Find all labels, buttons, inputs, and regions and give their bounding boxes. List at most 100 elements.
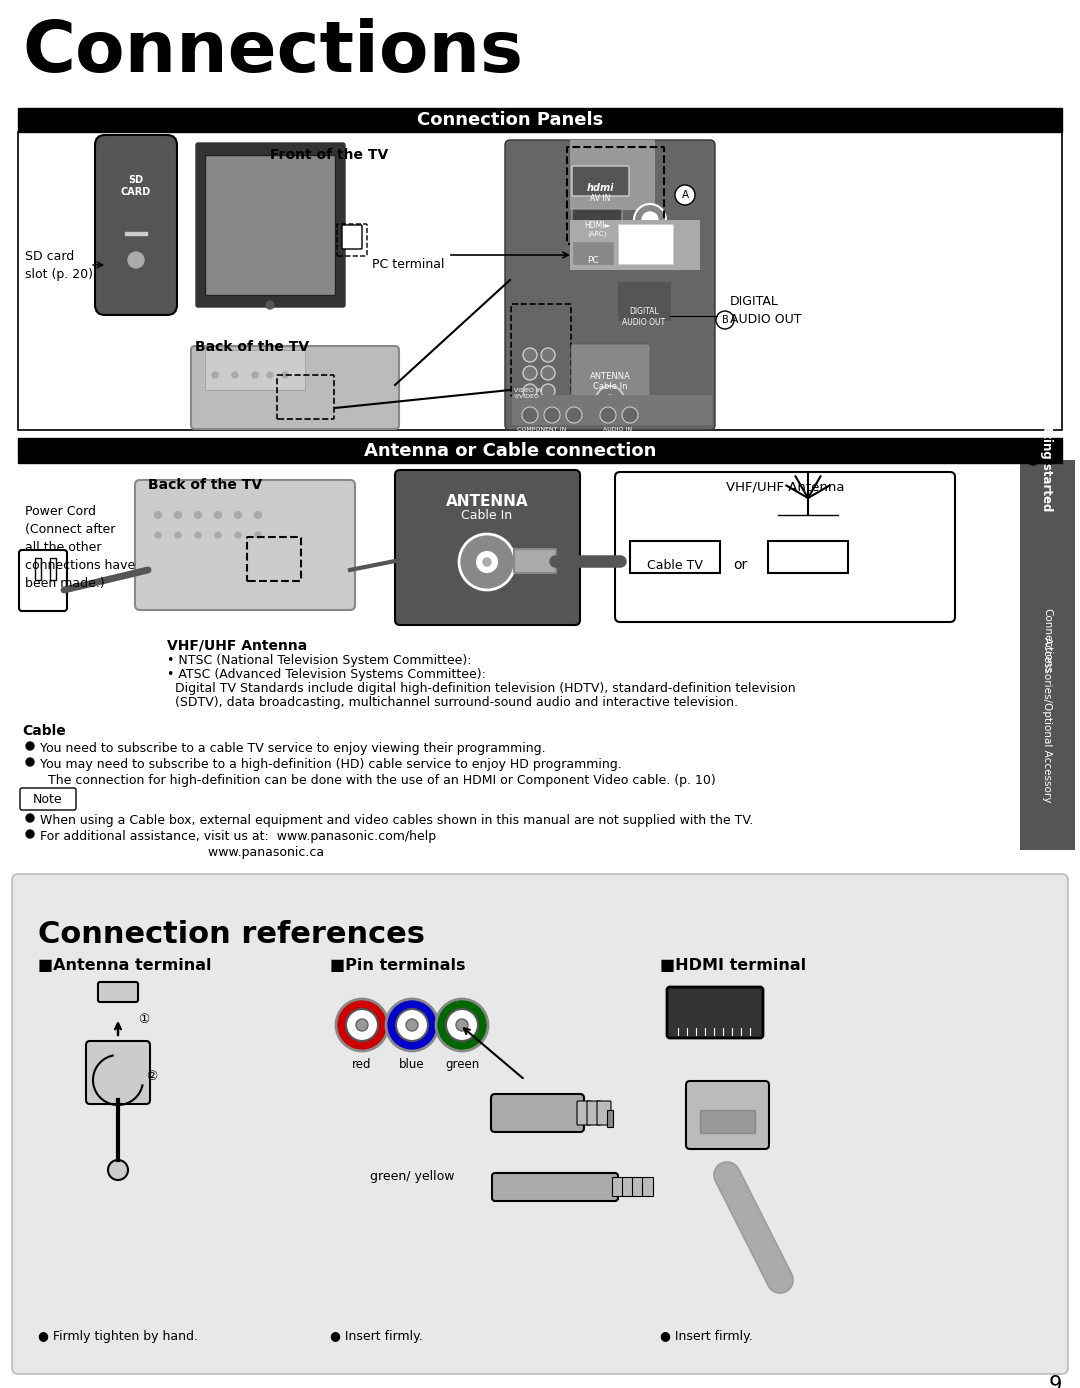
Text: ● Firmly tighten by hand.: ● Firmly tighten by hand. bbox=[38, 1330, 198, 1344]
Circle shape bbox=[346, 1009, 378, 1041]
FancyBboxPatch shape bbox=[572, 167, 629, 196]
FancyBboxPatch shape bbox=[686, 1081, 769, 1149]
FancyBboxPatch shape bbox=[701, 1110, 756, 1134]
Circle shape bbox=[477, 552, 497, 572]
Text: ● Insert firmly.: ● Insert firmly. bbox=[660, 1330, 753, 1344]
Circle shape bbox=[483, 558, 491, 566]
FancyBboxPatch shape bbox=[633, 1177, 644, 1196]
Circle shape bbox=[195, 532, 201, 539]
Text: (ARC): (ARC) bbox=[588, 230, 607, 236]
Text: ● Insert firmly.: ● Insert firmly. bbox=[330, 1330, 422, 1344]
Circle shape bbox=[396, 1009, 428, 1041]
Text: VHF/UHF Antenna: VHF/UHF Antenna bbox=[726, 480, 845, 493]
FancyBboxPatch shape bbox=[342, 225, 362, 248]
Text: (SDTV), data broadcasting, multichannel surround-sound audio and interactive tel: (SDTV), data broadcasting, multichannel … bbox=[167, 695, 738, 709]
FancyBboxPatch shape bbox=[98, 981, 138, 1002]
Text: Y/VIDEO: Y/VIDEO bbox=[514, 393, 540, 398]
FancyBboxPatch shape bbox=[195, 143, 345, 307]
FancyBboxPatch shape bbox=[615, 472, 955, 622]
Bar bbox=[18, 439, 1062, 464]
Text: SD
CARD: SD CARD bbox=[121, 175, 151, 197]
Text: DIGITAL
AUDIO OUT: DIGITAL AUDIO OUT bbox=[730, 296, 801, 326]
Circle shape bbox=[634, 204, 666, 236]
FancyBboxPatch shape bbox=[86, 1041, 150, 1103]
Text: ANTENNA
Cable In: ANTENNA Cable In bbox=[590, 372, 631, 391]
Text: Back of the TV: Back of the TV bbox=[148, 477, 262, 491]
Circle shape bbox=[544, 407, 561, 423]
Bar bbox=[205, 350, 305, 390]
Circle shape bbox=[1028, 455, 1038, 465]
FancyBboxPatch shape bbox=[135, 480, 355, 609]
Bar bbox=[573, 242, 613, 264]
Circle shape bbox=[175, 532, 181, 539]
Bar bbox=[618, 282, 670, 321]
Text: COMPONENT IN: COMPONENT IN bbox=[517, 428, 567, 432]
Circle shape bbox=[282, 372, 288, 378]
Circle shape bbox=[523, 384, 537, 398]
Text: • NTSC (National Television System Committee):: • NTSC (National Television System Commi… bbox=[167, 654, 472, 668]
Circle shape bbox=[523, 366, 537, 380]
Circle shape bbox=[215, 512, 221, 519]
FancyBboxPatch shape bbox=[588, 1101, 600, 1126]
Circle shape bbox=[175, 512, 181, 519]
Circle shape bbox=[566, 407, 582, 423]
Text: blue: blue bbox=[400, 1058, 424, 1072]
Circle shape bbox=[235, 532, 241, 539]
Text: Cable In: Cable In bbox=[461, 509, 513, 522]
Text: SD card
slot (p. 20): SD card slot (p. 20) bbox=[25, 250, 93, 280]
Text: Note: Note bbox=[33, 793, 63, 805]
FancyBboxPatch shape bbox=[505, 140, 715, 430]
Bar bbox=[18, 108, 1062, 132]
FancyBboxPatch shape bbox=[395, 471, 580, 625]
Circle shape bbox=[26, 813, 33, 822]
Text: red: red bbox=[352, 1058, 372, 1072]
Text: The connection for high-definition can be done with the use of an HDMI or Compon: The connection for high-definition can b… bbox=[40, 775, 716, 787]
FancyBboxPatch shape bbox=[21, 788, 76, 811]
Circle shape bbox=[194, 512, 202, 519]
FancyBboxPatch shape bbox=[577, 1101, 591, 1126]
FancyBboxPatch shape bbox=[572, 210, 622, 229]
Text: Connection references: Connection references bbox=[38, 920, 426, 949]
Circle shape bbox=[266, 301, 274, 310]
Circle shape bbox=[108, 1160, 129, 1180]
Circle shape bbox=[156, 532, 161, 539]
Circle shape bbox=[716, 311, 734, 329]
Bar bbox=[618, 223, 673, 264]
FancyBboxPatch shape bbox=[514, 550, 556, 573]
Circle shape bbox=[446, 1009, 478, 1041]
Circle shape bbox=[642, 212, 658, 228]
Circle shape bbox=[522, 407, 538, 423]
FancyBboxPatch shape bbox=[612, 1177, 623, 1196]
Text: PC terminal: PC terminal bbox=[373, 258, 445, 271]
Circle shape bbox=[1043, 455, 1053, 465]
Circle shape bbox=[523, 348, 537, 362]
Circle shape bbox=[252, 372, 258, 378]
Text: ■Antenna terminal: ■Antenna terminal bbox=[38, 958, 212, 973]
Circle shape bbox=[234, 512, 242, 519]
Circle shape bbox=[336, 999, 388, 1051]
FancyBboxPatch shape bbox=[571, 344, 650, 400]
Circle shape bbox=[605, 396, 615, 405]
Text: Front of the TV: Front of the TV bbox=[270, 149, 388, 162]
Text: A: A bbox=[681, 190, 689, 200]
Text: Back of the TV: Back of the TV bbox=[195, 340, 309, 354]
Text: ANTENNA: ANTENNA bbox=[446, 494, 528, 509]
Text: VHF/UHF Antenna: VHF/UHF Antenna bbox=[167, 638, 307, 652]
Circle shape bbox=[596, 386, 624, 414]
Text: Connections: Connections bbox=[22, 18, 523, 87]
Text: AUDIO IN: AUDIO IN bbox=[604, 428, 633, 432]
Text: green: green bbox=[445, 1058, 480, 1072]
Text: AV IN: AV IN bbox=[590, 194, 610, 203]
Text: DIGITAL
AUDIO OUT: DIGITAL AUDIO OUT bbox=[622, 307, 665, 328]
Text: green/ yellow: green/ yellow bbox=[370, 1170, 455, 1183]
Bar bbox=[630, 541, 720, 573]
Circle shape bbox=[154, 512, 162, 519]
Text: For additional assistance, visit us at:  www.panasonic.com/help: For additional assistance, visit us at: … bbox=[40, 830, 436, 843]
Circle shape bbox=[600, 407, 616, 423]
FancyBboxPatch shape bbox=[643, 1177, 653, 1196]
Circle shape bbox=[129, 253, 144, 268]
Text: ■HDMI terminal: ■HDMI terminal bbox=[660, 958, 806, 973]
Text: ■Pin terminals: ■Pin terminals bbox=[330, 958, 465, 973]
Bar bbox=[570, 221, 700, 271]
Circle shape bbox=[541, 348, 555, 362]
